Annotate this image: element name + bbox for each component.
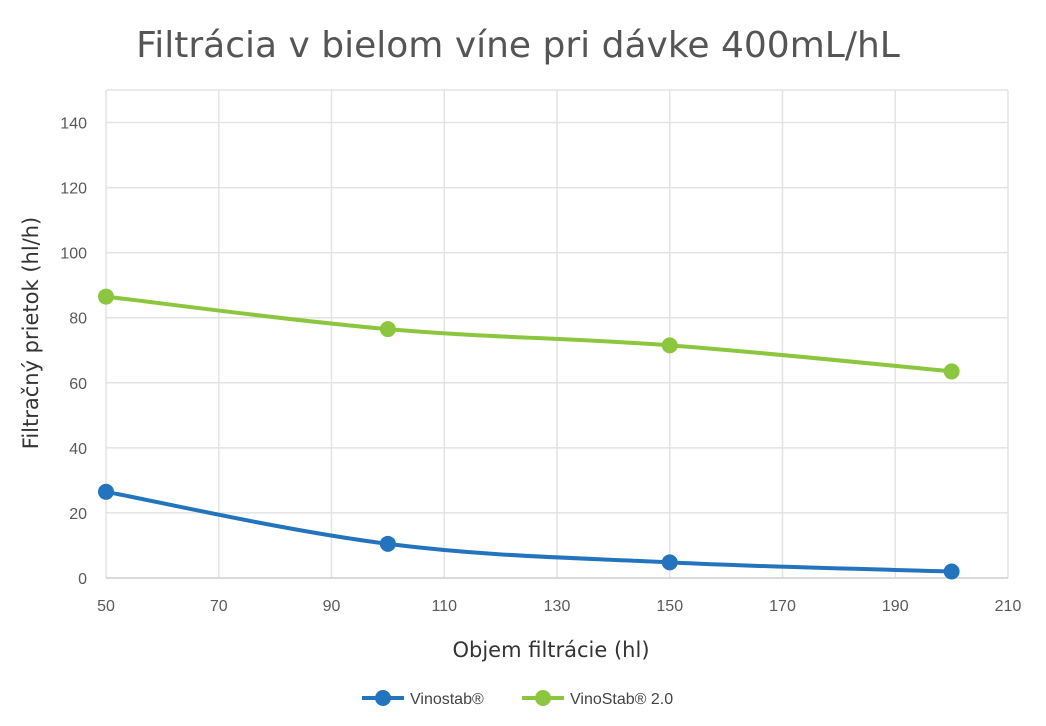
legend-marker (375, 690, 391, 706)
x-tick-label: 190 (882, 598, 909, 615)
y-axis-title: Filtračný prietok (hl/h) (19, 217, 43, 449)
series-line (104, 489, 954, 574)
data-point (379, 535, 396, 552)
y-tick-label: 80 (69, 311, 87, 328)
data-point (379, 321, 396, 338)
data-point (661, 337, 678, 354)
data-point (661, 554, 678, 571)
legend-label: VinoStab® 2.0 (570, 691, 673, 708)
x-tick-label: 50 (97, 598, 115, 615)
x-axis-title: Objem filtrácie (hl) (452, 638, 649, 662)
y-tick-label: 140 (60, 116, 87, 133)
data-point (98, 288, 114, 305)
x-tick-label: 150 (656, 598, 683, 615)
y-tick-label: 20 (69, 506, 87, 523)
y-tick-label: 120 (60, 181, 87, 198)
legend-label: Vinostab® (410, 691, 484, 708)
data-point (943, 363, 960, 380)
x-tick-label: 70 (210, 598, 228, 615)
x-tick-label: 90 (323, 598, 341, 615)
y-tick-label: 0 (78, 571, 87, 588)
data-point (98, 483, 114, 500)
y-tick-label: 100 (60, 246, 87, 263)
data-point (943, 563, 960, 580)
axes: 50 70 90 110 130 150 170 190 210 0 20 40 60 80 100 120 1… (60, 116, 1021, 615)
y-tick-label: 60 (69, 376, 87, 393)
x-tick-label: 210 (995, 598, 1022, 615)
chart-title: Filtrácia v bielom víne pri dávke 400mL/… (136, 25, 900, 66)
legend-item-1: VinoStab® 2.0 (522, 690, 673, 708)
x-tick-label: 110 (431, 598, 457, 615)
grid (105, 89, 1009, 578)
series-0 (98, 483, 960, 580)
y-tick-label: 40 (69, 441, 87, 458)
legend-marker (535, 690, 551, 706)
series-1 (98, 288, 960, 380)
x-tick-label: 170 (769, 598, 796, 615)
series-line (104, 294, 954, 374)
series-layer (98, 288, 960, 580)
x-tick-label: 130 (544, 598, 571, 615)
legend-item-0: Vinostab® (362, 690, 484, 708)
legend: Vinostab® VinoStab® 2.0 (362, 690, 673, 708)
